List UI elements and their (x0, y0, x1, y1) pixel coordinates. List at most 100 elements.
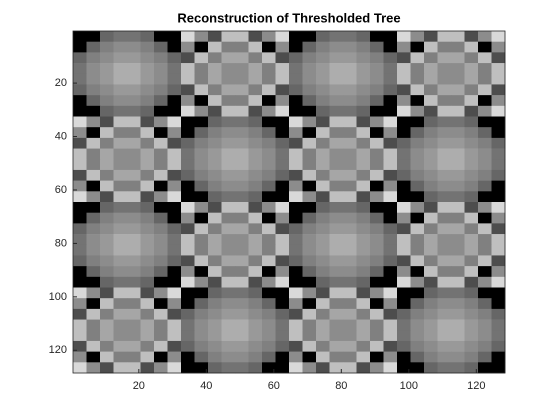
pixel-block (86, 31, 101, 42)
pixel-block (86, 362, 101, 374)
pixel-block (464, 31, 479, 42)
pixel-block (464, 116, 479, 128)
pixel-block (127, 52, 141, 64)
pixel-block (221, 52, 236, 64)
pixel-block (73, 255, 87, 267)
pixel-block (181, 63, 195, 75)
pixel-block (167, 105, 182, 117)
pixel-block (100, 148, 114, 160)
pixel-block (464, 73, 479, 85)
pixel-block (167, 351, 182, 363)
pixel-block (424, 266, 438, 278)
pixel-block (356, 202, 371, 213)
pixel-block (113, 116, 128, 128)
pixel-block (302, 148, 317, 160)
pixel-block (113, 84, 128, 96)
pixel-block (356, 276, 371, 288)
pixel-block (343, 362, 357, 374)
pixel-block (221, 105, 236, 117)
pixel-block (194, 351, 209, 363)
pixel-block (329, 180, 344, 192)
pixel-block (194, 255, 209, 267)
pixel-block (397, 202, 411, 213)
pixel-block (383, 319, 398, 331)
x-tick-label: 100 (400, 380, 418, 392)
pixel-block (383, 276, 398, 288)
pixel-block (127, 169, 141, 181)
pixel-block (437, 191, 452, 203)
pixel-block (329, 362, 344, 374)
pixel-block (451, 148, 465, 160)
pixel-block (86, 148, 101, 160)
pixel-block (289, 266, 303, 278)
pixel-block (316, 362, 330, 374)
pixel-block (370, 298, 384, 310)
pixel-block (275, 287, 290, 299)
pixel-block (221, 340, 236, 352)
pixel-block (451, 63, 465, 75)
pixel-block (275, 169, 290, 181)
pixel-block (410, 244, 425, 256)
pixel-block (86, 223, 101, 235)
pixel-block (437, 266, 452, 278)
pixel-block (478, 137, 492, 149)
pixel-block (181, 95, 195, 107)
pixel-block (221, 137, 236, 149)
pixel-block (302, 52, 317, 64)
pixel-block (113, 137, 128, 149)
pixel-block (262, 116, 276, 128)
pixel-block (289, 127, 303, 139)
pixel-block (464, 340, 479, 352)
pixel-block (113, 31, 128, 42)
pixel-block (73, 202, 87, 213)
pixel-block (343, 191, 357, 203)
pixel-block (451, 244, 465, 256)
pixel-block (154, 63, 168, 75)
pixel-block (194, 116, 209, 128)
pixel-block (181, 73, 195, 85)
pixel-block (208, 298, 222, 310)
pixel-block (262, 191, 276, 203)
pixel-block (316, 127, 330, 139)
pixel-block (100, 105, 114, 117)
pixel-block (491, 340, 506, 352)
pixel-block (167, 319, 182, 331)
pixel-block (167, 180, 182, 192)
pixel-block (370, 105, 384, 117)
pixel-block (248, 84, 263, 96)
pixel-block (86, 191, 101, 203)
pixel-block (73, 276, 87, 288)
pixel-block (208, 31, 222, 42)
pixel-block (86, 41, 101, 53)
pixel-block (181, 212, 195, 224)
pixel-block (343, 351, 357, 363)
pixel-block (329, 287, 344, 299)
pixel-block (127, 212, 141, 224)
pixel-block (397, 234, 411, 246)
pixel-block (302, 202, 317, 213)
pixel-block (181, 308, 195, 320)
pixel-block (86, 127, 101, 139)
pixel-block (383, 191, 398, 203)
pixel-block (127, 31, 141, 42)
pixel-block (437, 362, 452, 374)
pixel-block (127, 202, 141, 213)
pixel-block (194, 159, 209, 171)
pixel-block (86, 84, 101, 96)
pixel-block (235, 148, 249, 160)
pixel-block (221, 95, 236, 107)
pixel-block (383, 159, 398, 171)
pixel-block (464, 191, 479, 203)
pixel-block (221, 159, 236, 171)
pixel-block (167, 330, 182, 342)
pixel-block (343, 308, 357, 320)
pixel-block (181, 137, 195, 149)
pixel-block (100, 116, 114, 128)
pixel-block (113, 340, 128, 352)
pixel-block (478, 234, 492, 246)
pixel-block (478, 41, 492, 53)
pixel-block (478, 223, 492, 235)
pixel-block (397, 52, 411, 64)
pixel-block (289, 116, 303, 128)
